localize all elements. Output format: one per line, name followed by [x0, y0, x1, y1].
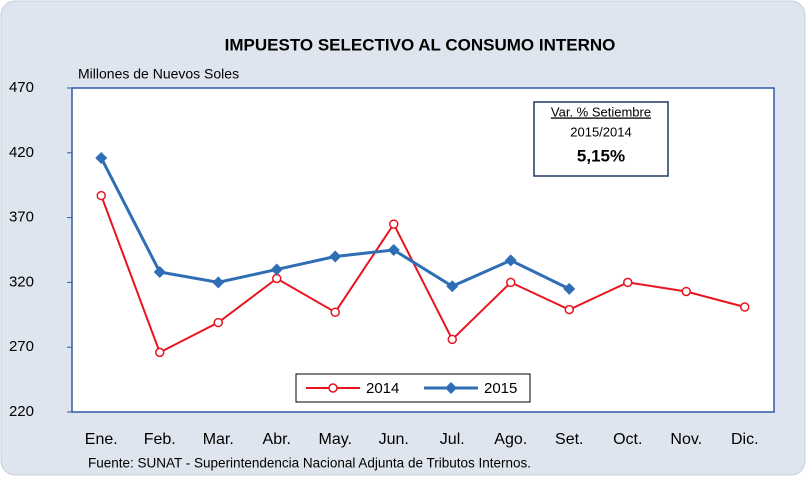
marker — [270, 263, 283, 276]
y-tick-label: 420 — [9, 144, 34, 161]
x-tick-label: Mar. — [203, 431, 234, 448]
marker — [681, 286, 691, 297]
marker — [212, 276, 225, 289]
marker — [740, 302, 750, 312]
annotation: Var. % Setiembre — [551, 104, 651, 119]
marker — [389, 219, 399, 229]
y-tick-label: 370 — [9, 209, 34, 226]
x-tick-label: Set. — [555, 431, 583, 448]
marker — [506, 277, 516, 288]
x-tick-label: Ago. — [494, 431, 527, 448]
annotation: 2015/2014 — [570, 124, 631, 139]
marker — [563, 282, 576, 295]
x-tick-label: Nov. — [670, 431, 702, 448]
marker — [272, 273, 282, 284]
y-tick-label: 220 — [9, 403, 34, 420]
y-tick-label: 320 — [9, 273, 34, 290]
annotation: 5,15% — [577, 146, 625, 165]
marker — [95, 151, 108, 164]
marker — [329, 250, 342, 263]
x-tick-label: Oct. — [613, 431, 642, 448]
marker — [387, 244, 400, 256]
marker — [155, 347, 165, 358]
legend-label: 2015 — [484, 380, 517, 397]
marker — [96, 190, 106, 201]
x-tick-label: Abr. — [263, 431, 291, 448]
marker — [445, 382, 457, 394]
marker — [564, 304, 574, 315]
x-tick-label: May. — [319, 431, 352, 448]
x-tick-label: Feb. — [144, 431, 176, 448]
marker — [504, 254, 517, 267]
chart-title: IMPUESTO SELECTIVO AL CONSUMO INTERNO — [225, 35, 616, 54]
marker — [623, 277, 633, 288]
annotation-box — [533, 101, 669, 177]
marker — [330, 307, 340, 317]
y-tick-label: 270 — [9, 338, 34, 355]
x-tick-label: Ene. — [85, 431, 118, 448]
source: Fuente: SUNAT - Superintendencia Naciona… — [88, 456, 531, 471]
legend-label: 2014 — [366, 380, 399, 397]
x-tick-label: Jun. — [379, 431, 409, 448]
x-tick-label: Dic. — [731, 431, 759, 448]
marker — [153, 266, 166, 279]
marker — [446, 280, 459, 293]
x-tick-label: Jul. — [440, 431, 465, 448]
line — [100, 195, 746, 354]
marker — [328, 383, 338, 393]
y-axis-label: Millones de Nuevos Soles — [78, 66, 239, 82]
y-tick-label: 470 — [9, 79, 34, 96]
marker — [447, 334, 457, 345]
marker — [213, 317, 223, 328]
